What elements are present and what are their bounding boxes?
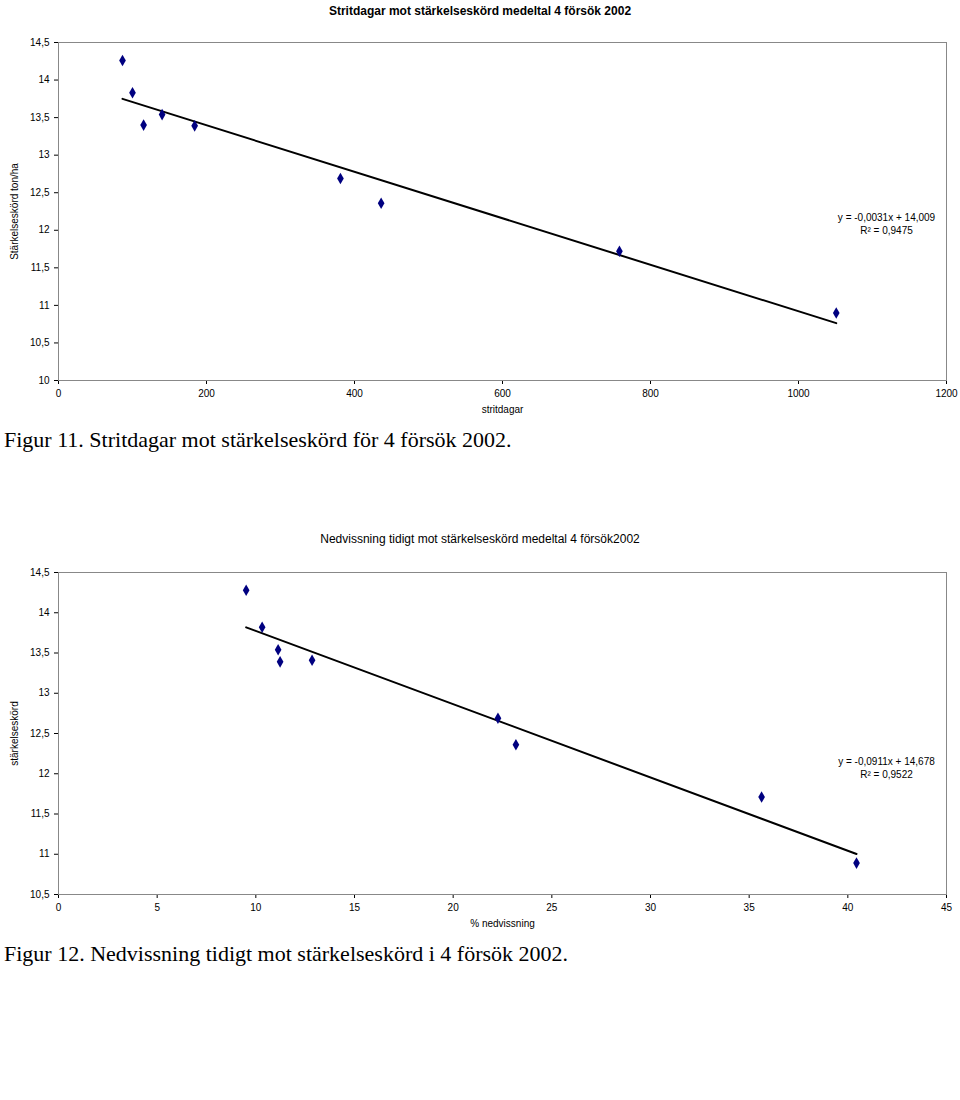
svg-text:10,5: 10,5 xyxy=(30,337,50,348)
svg-text:25: 25 xyxy=(546,902,558,913)
svg-text:800: 800 xyxy=(642,388,659,399)
svg-text:0: 0 xyxy=(56,388,62,399)
svg-text:45: 45 xyxy=(941,902,953,913)
svg-text:14,5: 14,5 xyxy=(30,37,50,48)
svg-text:12: 12 xyxy=(38,224,50,235)
svg-text:Stärkelseskörd ton/ha: Stärkelseskörd ton/ha xyxy=(9,163,20,260)
svg-text:14: 14 xyxy=(38,74,50,85)
svg-text:15: 15 xyxy=(349,902,361,913)
svg-text:12: 12 xyxy=(38,768,50,779)
svg-text:13: 13 xyxy=(38,687,50,698)
html-text:Figur 12. Nedvissning tidigt m: Figur 12. Nedvissning tidigt mot stärkel… xyxy=(4,941,568,966)
svg-text:400: 400 xyxy=(346,388,363,399)
svg-text:y = -0,0911x + 14,678R² = 0,95: y = -0,0911x + 14,678R² = 0,9522 xyxy=(838,756,935,780)
html-text:Nedvissning tidigt mot stärkel: Nedvissning tidigt mot stärkelseskörd me… xyxy=(320,532,640,546)
svg-text:10: 10 xyxy=(250,902,262,913)
svg-text:10,5: 10,5 xyxy=(30,889,50,900)
svg-text:1200: 1200 xyxy=(935,388,958,399)
svg-text:11,5: 11,5 xyxy=(31,808,50,819)
svg-text:600: 600 xyxy=(494,388,511,399)
svg-text:stritdagar: stritdagar xyxy=(482,404,524,415)
svg-text:30: 30 xyxy=(645,902,657,913)
html-text:Figur 11. Stritdagar mot stärk: Figur 11. Stritdagar mot stärkelseskörd … xyxy=(4,427,512,452)
svg-text:20: 20 xyxy=(448,902,460,913)
svg-text:5: 5 xyxy=(154,902,160,913)
html-text:Stritdagar mot stärkelseskörd: Stritdagar mot stärkelseskörd medeltal 4… xyxy=(328,4,632,18)
svg-text:12,5: 12,5 xyxy=(30,728,50,739)
svg-text:35: 35 xyxy=(744,902,756,913)
svg-text:13: 13 xyxy=(38,149,50,160)
svg-text:13,5: 13,5 xyxy=(30,647,50,658)
svg-text:14,5: 14,5 xyxy=(30,567,50,578)
svg-text:10: 10 xyxy=(38,375,50,386)
svg-text:1000: 1000 xyxy=(787,388,810,399)
svg-text:40: 40 xyxy=(842,902,854,913)
svg-text:200: 200 xyxy=(198,388,215,399)
svg-text:12,5: 12,5 xyxy=(30,187,50,198)
svg-text:11,5: 11,5 xyxy=(31,262,50,273)
svg-text:11: 11 xyxy=(39,848,50,859)
svg-text:y = -0,0031x + 14,009R² = 0,94: y = -0,0031x + 14,009R² = 0,9475 xyxy=(838,212,936,236)
svg-text:14: 14 xyxy=(38,607,50,618)
svg-text:% nedvissning: % nedvissning xyxy=(470,918,534,929)
svg-text:0: 0 xyxy=(56,902,62,913)
svg-text:stärkelseskörd: stärkelseskörd xyxy=(9,701,20,765)
svg-text:11: 11 xyxy=(39,300,50,311)
svg-text:13,5: 13,5 xyxy=(30,112,50,123)
